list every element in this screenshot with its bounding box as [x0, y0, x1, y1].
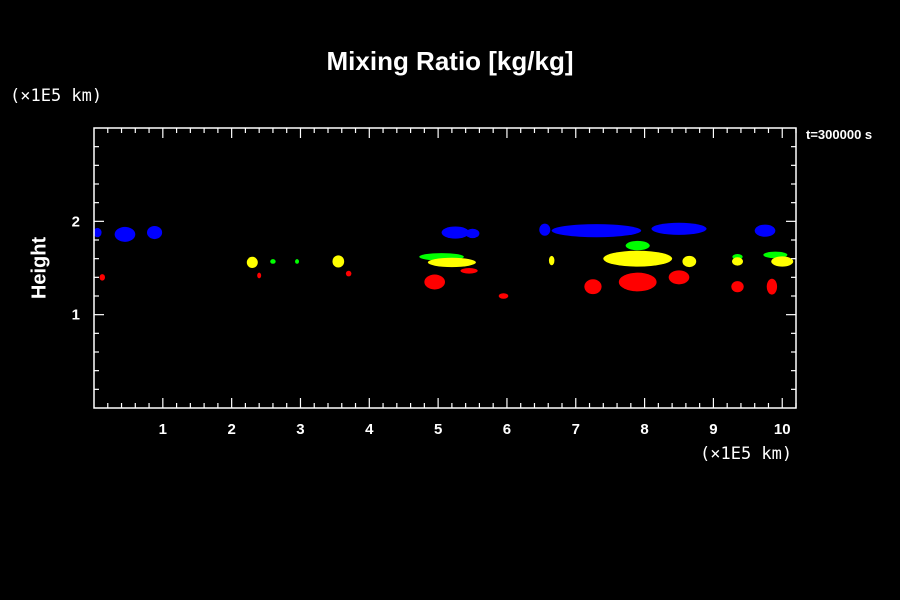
- contour-blob: [771, 256, 794, 267]
- contour-blob: [731, 281, 744, 293]
- x-tick-label: 1: [159, 421, 167, 438]
- contour-blob: [460, 268, 478, 274]
- tick-labels: 1 2 3 4 5 6 7 8 9 10 1 2: [72, 213, 791, 438]
- contour-blob: [332, 255, 345, 268]
- data-layer: [93, 222, 794, 299]
- chart-title: Mixing Ratio [kg/kg]: [326, 46, 574, 76]
- contour-blob: [427, 257, 476, 268]
- contour-blob: [270, 259, 276, 264]
- contour-blob: [754, 224, 776, 237]
- contour-blob: [682, 255, 697, 268]
- axis-ticks: [94, 128, 797, 408]
- contour-blob: [548, 255, 555, 266]
- contour-blob: [731, 257, 744, 266]
- contour-blob: [766, 278, 778, 295]
- y-tick-label: 1: [72, 307, 80, 324]
- x-tick-label: 10: [774, 421, 791, 438]
- x-tick-label: 4: [365, 421, 374, 438]
- x-tick-label: 6: [503, 421, 511, 438]
- contour-blob: [114, 226, 136, 242]
- y-tick-label: 2: [72, 213, 80, 230]
- x-axis-unit: (×1E5 km): [700, 444, 793, 464]
- contour-blob: [93, 227, 102, 238]
- contour-blob: [498, 293, 509, 299]
- x-tick-label: 7: [572, 421, 580, 438]
- contour-blob: [441, 226, 470, 239]
- contour-blob: [551, 224, 642, 238]
- contour-blob: [99, 274, 106, 281]
- contour-blob: [625, 240, 650, 251]
- contour-blob: [246, 256, 258, 268]
- contour-blob: [668, 270, 690, 285]
- contour-blob: [257, 272, 262, 279]
- contour-blob: [539, 223, 551, 236]
- time-label: t=300000 s: [806, 127, 873, 142]
- contour-blob: [465, 228, 480, 239]
- contour-blob: [424, 274, 446, 290]
- contour-blob: [651, 222, 707, 235]
- contour-blob: [295, 259, 300, 264]
- contour-blob: [603, 250, 673, 267]
- x-tick-label: 2: [227, 421, 235, 438]
- contour-blob: [345, 270, 352, 277]
- x-tick-label: 8: [640, 421, 648, 438]
- contour-blob: [146, 226, 163, 240]
- contour-blob: [584, 279, 602, 295]
- x-tick-label: 5: [434, 421, 442, 438]
- x-tick-label: 3: [296, 421, 304, 438]
- y-axis-unit: (×1E5 km): [10, 86, 103, 106]
- plot-frame: [93, 127, 797, 409]
- x-tick-label: 9: [709, 421, 717, 438]
- contour-blob: [618, 272, 657, 292]
